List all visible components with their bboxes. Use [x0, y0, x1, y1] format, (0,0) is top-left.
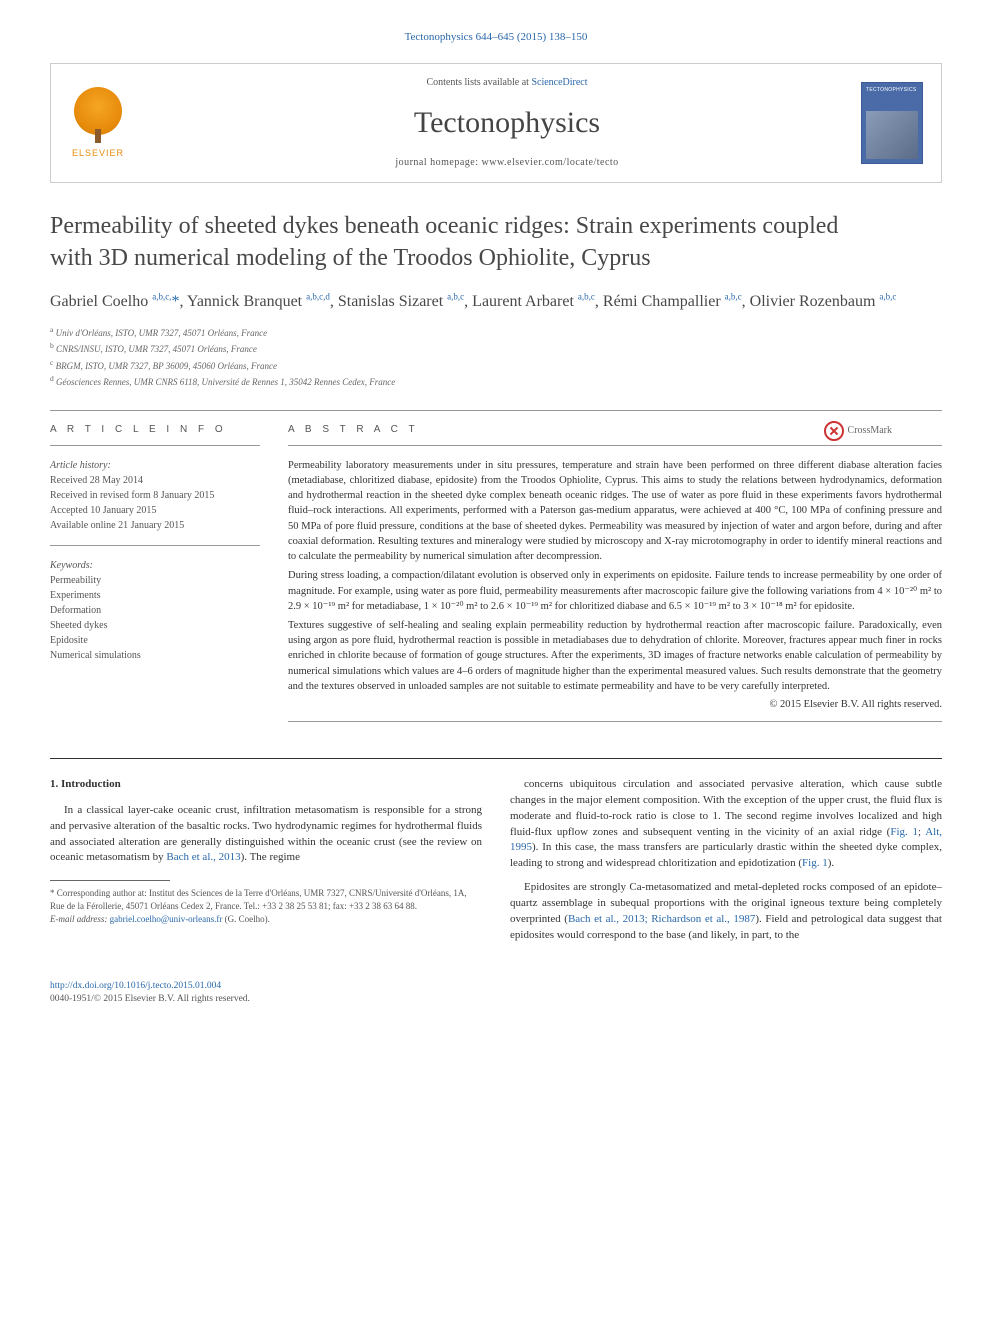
top-citation: Tectonophysics 644–645 (2015) 138–150: [50, 30, 942, 45]
crossmark-badge[interactable]: CrossMark: [824, 421, 892, 441]
abstract-para: Textures suggestive of self-healing and …: [288, 618, 942, 694]
email-link[interactable]: gabriel.coelho@univ-orleans.fr: [110, 914, 223, 924]
history-line: Accepted 10 January 2015: [50, 503, 260, 518]
email-footnote: E-mail address: gabriel.coelho@univ-orle…: [50, 913, 482, 926]
crossmark-icon: [824, 421, 844, 441]
keyword: Epidosite: [50, 633, 260, 648]
body-columns: 1. Introduction In a classical layer-cak…: [50, 777, 942, 952]
contents-prefix: Contents lists available at: [426, 77, 531, 88]
cover-title: TECTONOPHYSICS: [866, 87, 918, 94]
intro-para-right-1: concerns ubiquitous circulation and asso…: [510, 777, 942, 873]
issn-line: 0040-1951/© 2015 Elsevier B.V. All right…: [50, 994, 250, 1004]
keywords-block: Keywords: PermeabilityExperimentsDeforma…: [50, 558, 260, 663]
abstract-rule: [288, 445, 942, 446]
elsevier-logo: ELSEVIER: [63, 84, 133, 162]
info-rule: [50, 445, 260, 446]
history-label: Article history:: [50, 458, 260, 473]
intro-para-right-2: Epidosites are strongly Ca-metasomatized…: [510, 880, 942, 944]
abstract-copyright: © 2015 Elsevier B.V. All rights reserved…: [288, 698, 942, 713]
keyword: Sheeted dykes: [50, 618, 260, 633]
homepage-line: journal homepage: www.elsevier.com/locat…: [153, 156, 861, 170]
page-footer: http://dx.doi.org/10.1016/j.tecto.2015.0…: [50, 980, 942, 1007]
footnote-rule: [50, 880, 170, 881]
keyword: Permeability: [50, 573, 260, 588]
doi-link[interactable]: http://dx.doi.org/10.1016/j.tecto.2015.0…: [50, 981, 221, 991]
cover-image-icon: [866, 111, 918, 159]
article-info-heading: A R T I C L E I N F O: [50, 423, 260, 437]
contents-line: Contents lists available at ScienceDirec…: [153, 76, 861, 90]
section-heading: 1. Introduction: [50, 777, 482, 793]
history-line: Received 28 May 2014: [50, 473, 260, 488]
abstract-bottom-rule: [288, 721, 942, 722]
header-center: Contents lists available at ScienceDirec…: [153, 76, 861, 170]
body-top-rule: [50, 758, 942, 759]
right-column: concerns ubiquitous circulation and asso…: [510, 777, 942, 952]
journal-header: ELSEVIER Contents lists available at Sci…: [50, 63, 942, 183]
abstract-para: During stress loading, a compaction/dila…: [288, 568, 942, 614]
crossmark-label: CrossMark: [848, 424, 892, 438]
article-history: Article history: Received 28 May 2014Rec…: [50, 458, 260, 533]
article-info-col: A R T I C L E I N F O Article history: R…: [50, 423, 260, 734]
separator-rule: [50, 410, 942, 411]
history-line: Available online 21 January 2015: [50, 518, 260, 533]
keyword: Experiments: [50, 588, 260, 603]
elsevier-label: ELSEVIER: [72, 147, 124, 160]
sciencedirect-link[interactable]: ScienceDirect: [531, 77, 587, 88]
info-rule-2: [50, 545, 260, 546]
journal-name: Tectonophysics: [153, 102, 861, 144]
info-abstract-row: A R T I C L E I N F O Article history: R…: [50, 423, 942, 734]
elsevier-tree-icon: [74, 87, 122, 135]
email-suffix: (G. Coelho).: [225, 914, 270, 924]
keyword: Numerical simulations: [50, 648, 260, 663]
affiliations: a Univ d'Orléans, ISTO, UMR 7327, 45071 …: [50, 324, 942, 390]
abstract-para: Permeability laboratory measurements und…: [288, 458, 942, 565]
keyword: Deformation: [50, 603, 260, 618]
homepage-url[interactable]: www.elsevier.com/locate/tecto: [482, 157, 619, 168]
abstract-col: A B S T R A C T Permeability laboratory …: [288, 423, 942, 734]
intro-para-left: In a classical layer-cake oceanic crust,…: [50, 803, 482, 867]
article-title: Permeability of sheeted dykes beneath oc…: [50, 211, 942, 273]
authors-line: Gabriel Coelho a,b,c,*, Yannick Branquet…: [50, 290, 942, 314]
homepage-prefix: journal homepage:: [395, 157, 481, 168]
left-column: 1. Introduction In a classical layer-cak…: [50, 777, 482, 952]
keywords-label: Keywords:: [50, 558, 260, 573]
history-line: Received in revised form 8 January 2015: [50, 488, 260, 503]
journal-cover-thumb: TECTONOPHYSICS: [861, 82, 923, 164]
email-label: E-mail address:: [50, 914, 107, 924]
abstract-text: Permeability laboratory measurements und…: [288, 458, 942, 694]
corresponding-footnote: * Corresponding author at: Institut des …: [50, 887, 482, 912]
